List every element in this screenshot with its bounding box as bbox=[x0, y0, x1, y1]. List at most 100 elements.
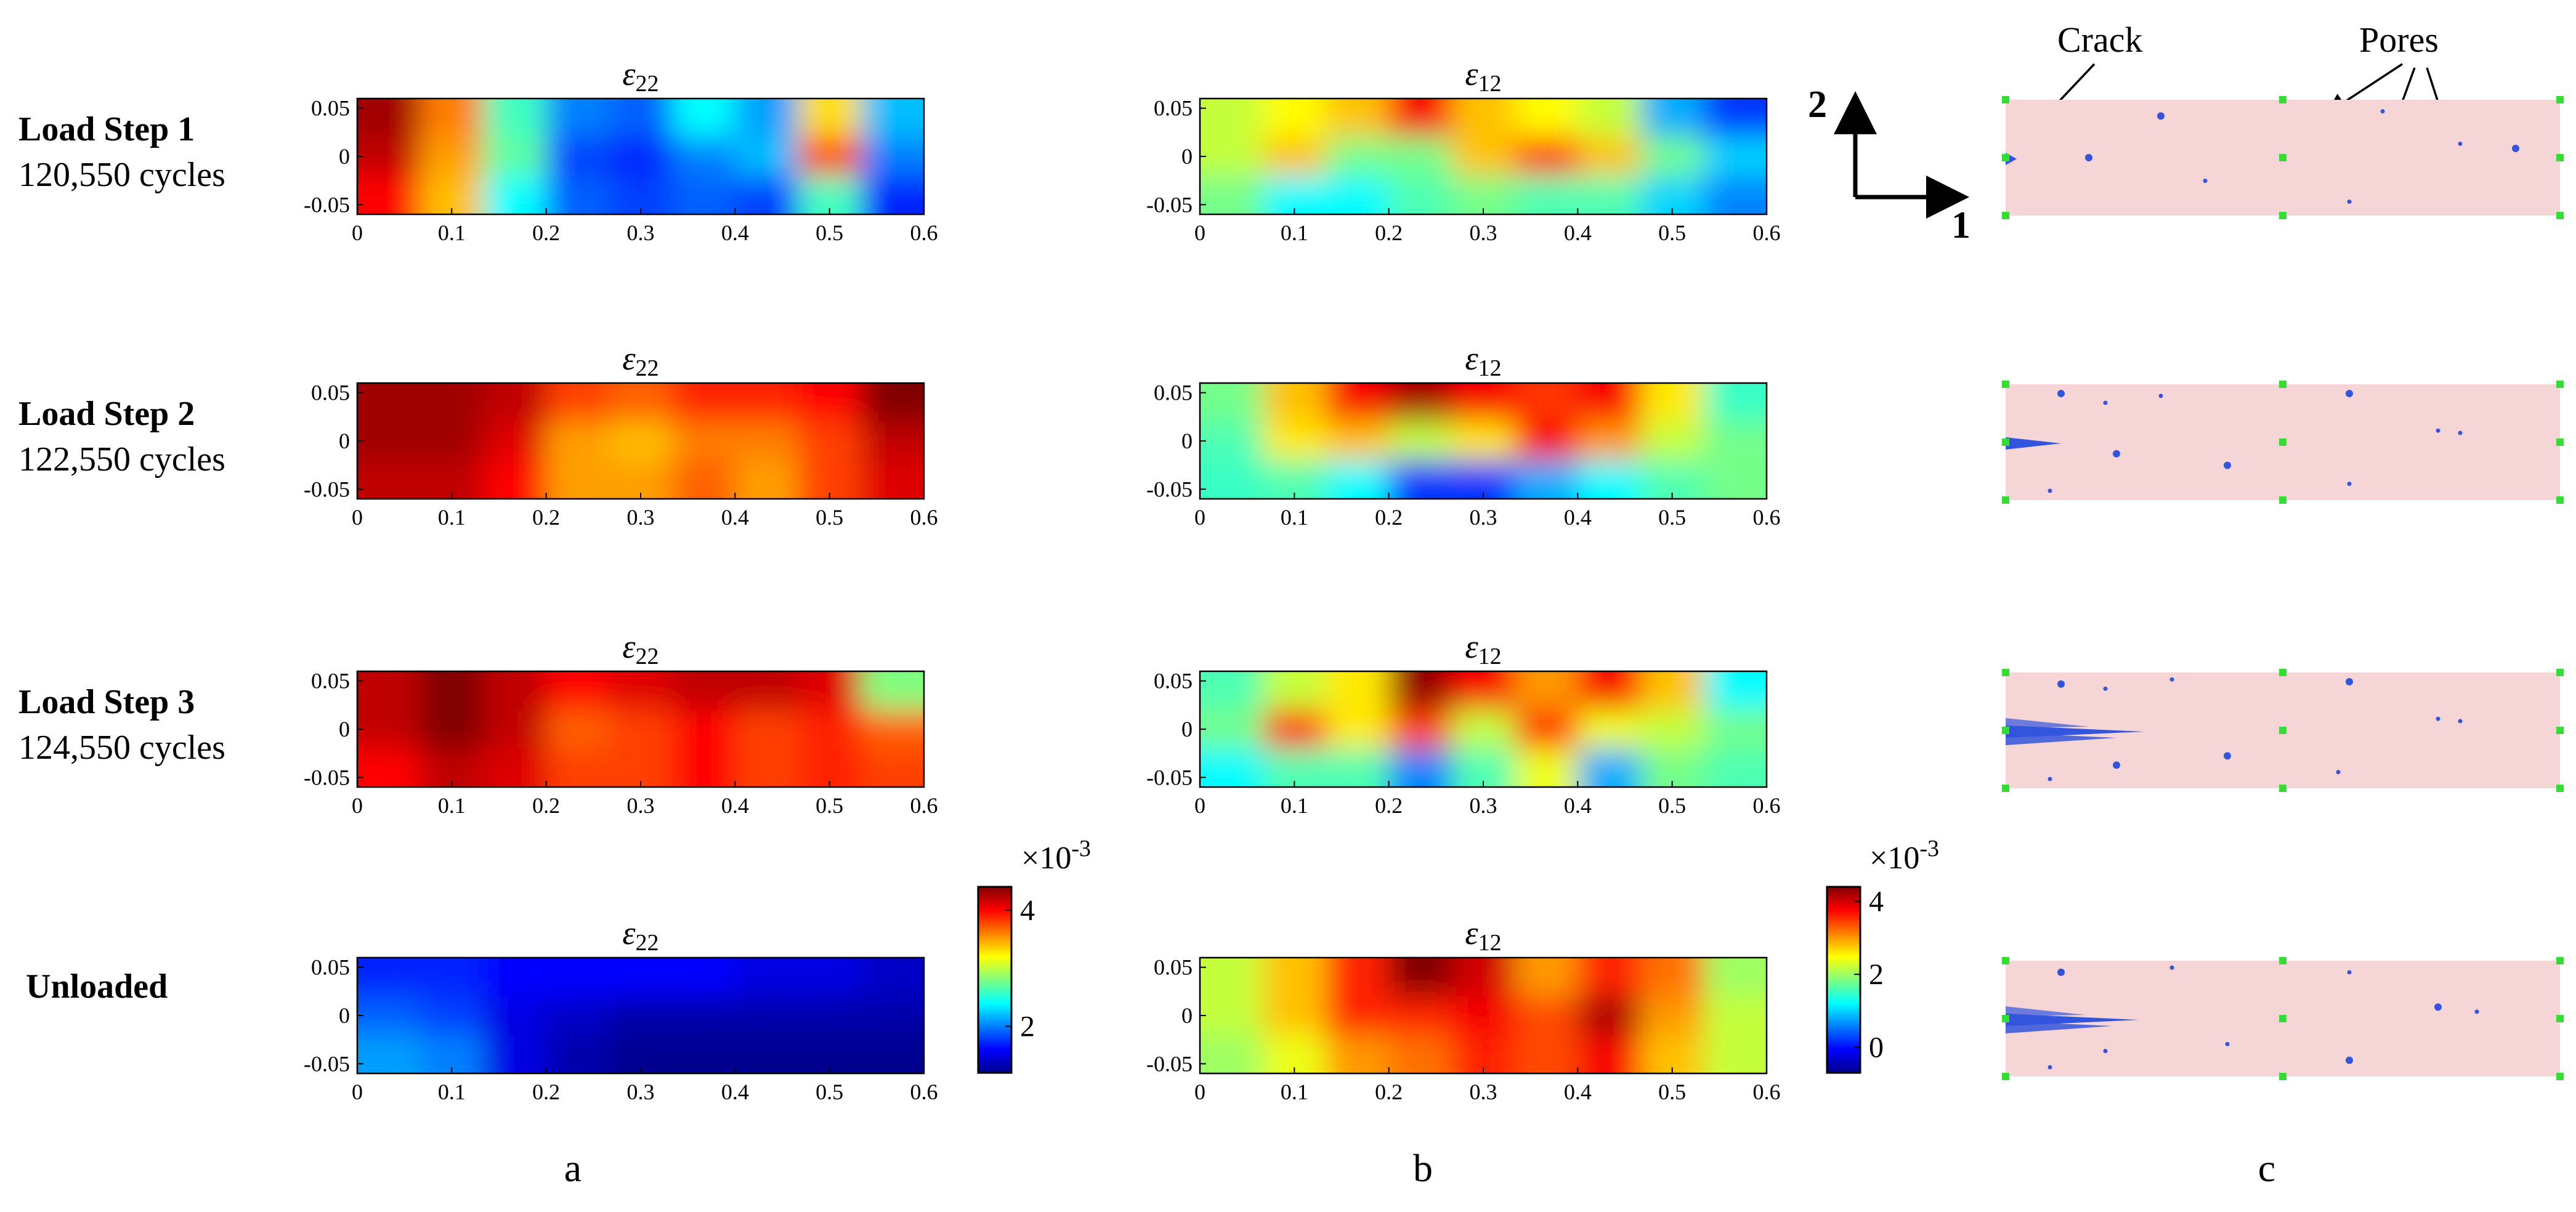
heat-cell bbox=[924, 422, 987, 461]
heat-cell bbox=[798, 709, 862, 749]
heat-cell bbox=[1200, 671, 1264, 672]
heat-cell bbox=[1640, 383, 1704, 384]
heat-cell bbox=[483, 460, 547, 499]
heat-cell bbox=[1388, 1035, 1452, 1073]
heat-cell bbox=[609, 176, 673, 214]
heat-cell bbox=[1515, 671, 1579, 672]
pore bbox=[2458, 719, 2463, 724]
heat-cell bbox=[1703, 958, 1767, 997]
heat-cell bbox=[735, 709, 799, 749]
heat-cell bbox=[483, 383, 547, 422]
node-marker bbox=[2002, 1015, 2009, 1022]
heat-cell bbox=[357, 176, 421, 214]
heat-cell bbox=[1388, 671, 1452, 672]
heat-cell bbox=[1137, 214, 1201, 254]
heat-cell bbox=[1388, 748, 1452, 787]
node-marker bbox=[2279, 496, 2286, 504]
heat-cell bbox=[1704, 919, 1767, 958]
heat-cell bbox=[1767, 1035, 1830, 1074]
y-tick-label: 0 bbox=[339, 717, 350, 741]
heat-cell bbox=[672, 709, 736, 749]
panel-title: ε22 bbox=[622, 55, 658, 97]
heat-cell bbox=[1703, 137, 1767, 177]
axis-glyph: 2 1 bbox=[1808, 84, 1970, 246]
node-marker bbox=[2002, 496, 2009, 504]
heat-cell bbox=[546, 996, 610, 1036]
heat-cell bbox=[1263, 383, 1327, 422]
heat-cell bbox=[1326, 996, 1390, 1036]
heat-cell bbox=[1767, 137, 1830, 177]
heat-cell bbox=[483, 60, 546, 99]
field-cells bbox=[357, 919, 924, 1073]
heat-cell bbox=[798, 996, 862, 1036]
heat-cell bbox=[420, 996, 484, 1036]
heat-cell bbox=[1640, 671, 1704, 672]
heat-cell bbox=[1640, 1035, 1704, 1073]
heat-cell bbox=[1200, 709, 1264, 749]
heat-cell bbox=[1326, 958, 1390, 997]
colorbar-tick-label: 2 bbox=[1869, 958, 1884, 991]
heat-cell bbox=[1515, 383, 1579, 422]
x-tick-label: 0.2 bbox=[1375, 793, 1403, 818]
row-title-2: Load Step 2 bbox=[18, 395, 195, 433]
y-tick-label: -0.05 bbox=[304, 477, 350, 501]
heat-cell bbox=[1640, 709, 1704, 749]
heat-cell bbox=[798, 383, 862, 422]
heat-cell bbox=[1200, 99, 1264, 138]
heat-cell bbox=[735, 60, 798, 99]
y-tick-label: -0.05 bbox=[1146, 477, 1193, 501]
heat-cell bbox=[546, 709, 610, 749]
colorbar-tick-label: 4 bbox=[1020, 894, 1035, 927]
pore bbox=[2047, 488, 2052, 493]
node-marker bbox=[2279, 1073, 2286, 1080]
pore bbox=[2512, 144, 2519, 152]
heat-cell bbox=[1515, 1035, 1579, 1073]
heat-cell bbox=[672, 1035, 736, 1073]
heat-cell bbox=[609, 421, 673, 461]
heat-cell bbox=[1388, 137, 1452, 177]
heat-cell bbox=[1200, 421, 1264, 461]
heat-cell bbox=[1326, 176, 1390, 214]
heat-cell bbox=[609, 383, 673, 422]
node-marker bbox=[2002, 957, 2009, 964]
heat-cell bbox=[672, 383, 736, 384]
heat-cell bbox=[798, 919, 862, 958]
heat-cell bbox=[420, 958, 484, 997]
pore bbox=[2474, 1009, 2479, 1014]
heat-cell bbox=[609, 996, 673, 1036]
x-tick-label: 0 bbox=[1194, 1080, 1205, 1104]
heat-cell bbox=[357, 919, 421, 958]
pore bbox=[2047, 777, 2052, 782]
heat-cell bbox=[1703, 996, 1767, 1036]
heat-cell bbox=[1578, 421, 1642, 461]
panel-b-1-field bbox=[1137, 99, 1830, 254]
colorbar-b-ticks: 4 2 0 bbox=[1854, 886, 1884, 1064]
heat-cell bbox=[420, 176, 484, 214]
x-tick-label: 0.6 bbox=[910, 505, 938, 530]
heat-cell bbox=[1767, 958, 1830, 997]
heat-cell bbox=[1200, 176, 1264, 214]
field-cells bbox=[357, 60, 924, 214]
heat-cell bbox=[1767, 460, 1830, 499]
heat-cell bbox=[609, 137, 673, 177]
heat-cell bbox=[1578, 996, 1642, 1036]
panel-b-3-field bbox=[1200, 671, 1767, 787]
x-tick-label: 0 bbox=[1194, 793, 1205, 818]
heat-cell bbox=[609, 99, 673, 138]
heat-cell bbox=[1200, 996, 1264, 1036]
x-tick-label: 0.2 bbox=[532, 793, 560, 818]
node-marker bbox=[2556, 727, 2564, 734]
pores-annotation: Pores bbox=[2359, 20, 2439, 60]
heat-cell bbox=[1200, 137, 1264, 177]
heat-cell bbox=[1326, 137, 1390, 177]
heat-cell bbox=[1640, 996, 1704, 1036]
x-tick-label: 0.1 bbox=[438, 793, 466, 818]
heat-cell bbox=[1200, 383, 1264, 422]
column-label-c: c bbox=[2258, 1146, 2275, 1190]
crack-shape bbox=[2006, 718, 2144, 745]
heat-cell bbox=[1451, 996, 1516, 1036]
field-cells bbox=[357, 671, 924, 787]
pore bbox=[2224, 752, 2231, 760]
